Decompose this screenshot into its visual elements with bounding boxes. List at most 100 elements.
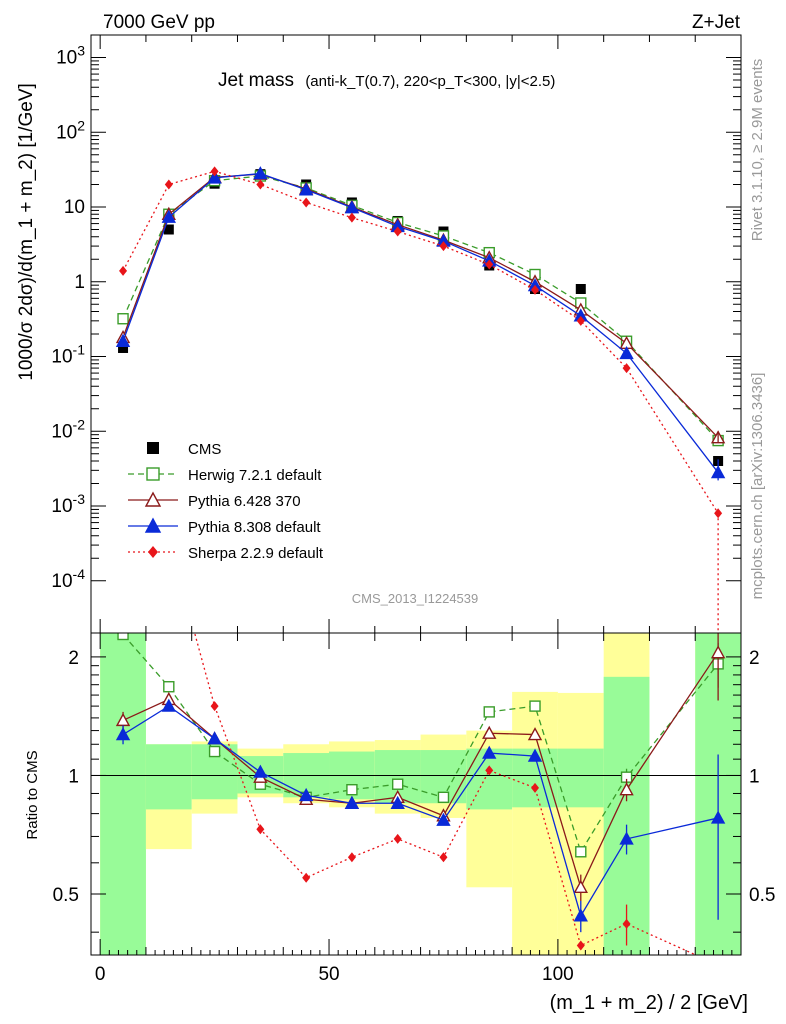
data-point-Sherpa 2.2.9 default [164,179,173,190]
main-panel-frame [90,34,742,634]
ratio-point-Pythia 6.428 370 [710,645,726,659]
ratio-y-tick-label-right: 1 [749,766,760,787]
legend-entry: Herwig 7.2.1 default [128,467,322,484]
ratio-x-tick-label: 50 [318,964,339,985]
ratio-y-tick-label: 1 [68,766,79,787]
band-green [145,744,192,810]
ratio-point-Herwig 7.2.1 default [575,846,587,858]
main-y-tick-exponent: 2 [77,117,85,133]
main-y-tick-exponent: 3 [77,43,85,59]
data-point-Pythia 8.308 default [344,200,360,214]
ratio-point-Pythia 8.308 default [161,698,176,712]
legend-marker [147,442,159,454]
legend-entry: Sherpa 2.2.9 default [128,545,324,562]
ratio-point-Pythia 8.308 default [527,748,543,762]
series-line-Herwig 7.2.1 default [122,175,719,442]
main-y-tick-label: 1 [74,272,85,293]
main-y-tick-base: 10 [56,122,77,143]
data-point-Sherpa 2.2.9 default [393,226,402,237]
ratio-uncertainty-bands [91,633,741,955]
ratio-point-Herwig 7.2.1 default [391,778,404,790]
ratio-point-Herwig 7.2.1 default [529,700,541,712]
ratio-point-Sherpa 2.2.9 default [302,872,311,883]
legend-label: CMS [188,441,221,458]
band-green [557,748,604,808]
ratio-point-Sherpa 2.2.9 default [576,940,585,951]
data-point-CMS [163,224,174,235]
main-y-tick-exponent: -2 [73,416,86,432]
ratio-point-Herwig 7.2.1 default [483,706,495,718]
main-y-tick-label: 10 [64,197,85,218]
band-green [100,633,146,955]
ratio-point-Pythia 8.308 default [390,795,405,809]
data-point-Pythia 8.308 default [298,182,314,196]
series-Pythia 6.428 370 [115,166,726,444]
main-y-tick-exponent: -1 [73,342,86,358]
legend-marker [144,491,162,507]
data-point-Sherpa 2.2.9 default [622,363,631,374]
ratio-point-Pythia 8.308 default [710,810,726,824]
main-y-tick-label: 102 [56,117,85,143]
legend-label: Pythia 6.428 370 [188,493,301,510]
ratio-point-Pythia 8.308 default [482,745,497,759]
ratio-point-Sherpa 2.2.9 default [531,782,540,793]
ratio-y-axis-label: Ratio to CMS [24,750,41,839]
ratio-point-Pythia 8.308 default [344,795,360,809]
ratio-x-tick-label: 100 [542,964,574,985]
data-point-Sherpa 2.2.9 default [302,197,311,208]
ratio-y-tick-label: 2 [68,648,79,669]
main-y-tick-base: 10 [51,496,72,517]
main-y-tick-exponent: -4 [73,566,86,582]
legend-marker [148,546,158,558]
ratio-point-Sherpa 2.2.9 default [165,533,173,543]
header-left: 7000 GeV pp [103,12,215,33]
ratio-point-Herwig 7.2.1 default [437,791,450,804]
ratio-panel-frame [90,632,742,956]
legend-entry: CMS [147,441,221,458]
legend-label: Pythia 8.308 default [188,519,321,536]
data-point-Pythia 8.308 default [161,209,176,223]
ratio-x-tick-label: 0 [95,964,106,985]
data-point-Herwig 7.2.1 default [117,313,129,325]
x-axis-label: (m_1 + m_2) / 2 [GeV] [550,992,748,1014]
data-point-Sherpa 2.2.9 default [576,315,585,326]
ratio-point-Sherpa 2.2.9 default [210,701,219,712]
ratio-point-Pythia 8.308 default [573,908,588,922]
data-point-Sherpa 2.2.9 default [119,265,128,276]
legend-label: Herwig 7.2.1 default [188,467,322,484]
ratio-point-Pythia 6.428 370 [482,725,497,739]
ratio-point-Pythia 6.428 370 [619,782,634,796]
ratio-point-Pythia 8.308 default [619,831,634,845]
ratio-point-Pythia 8.308 default [253,764,268,778]
ratio-point-Pythia 8.308 default [115,727,131,741]
legend-entry: Pythia 6.428 370 [128,491,301,510]
ratio-y-tick-label-right: 0.5 [749,885,775,906]
ratio-series-Pythia 8.308 default [115,698,726,933]
data-point-Pythia 8.308 default [253,166,268,180]
ratio-point-Herwig 7.2.1 default [117,633,129,641]
ratio-point-Sherpa 2.2.9 default [439,852,448,863]
title-main: Jet mass [218,70,294,91]
main-y-tick-exponent: -3 [73,491,86,507]
ratio-point-Herwig 7.2.1 default [163,681,175,693]
data-point-CMS [118,342,129,353]
ratio-point-Sherpa 2.2.9 default [622,918,631,929]
ratio-point-Pythia 8.308 default [436,812,451,826]
data-point-Sherpa 2.2.9 default [347,212,356,223]
ratio-axis-ticks: 0.5 0.5 1 1 2 2 0 50 100 [53,633,775,985]
data-point-Sherpa 2.2.9 default [256,179,265,190]
header-right: Z+Jet [692,12,741,33]
plot-title: Jet mass (anti-k_T(0.7), 220<p_T<300, |y… [218,70,555,91]
ratio-point-Sherpa 2.2.9 default [256,824,265,835]
ratio-point-Pythia 6.428 370 [527,727,543,741]
ratio-series-clipped [115,533,726,955]
ratio-point-Sherpa 2.2.9 default [393,833,402,844]
title-detail: (anti-k_T(0.7), 220<p_T<300, |y|<2.5) [305,73,555,90]
main-y-tick-base: 10 [51,421,72,442]
data-point-Sherpa 2.2.9 default [531,284,540,295]
legend: CMS Herwig 7.2.1 default Pythia 6.428 370 P… [128,441,324,562]
series-Pythia 8.308 default [115,166,726,479]
